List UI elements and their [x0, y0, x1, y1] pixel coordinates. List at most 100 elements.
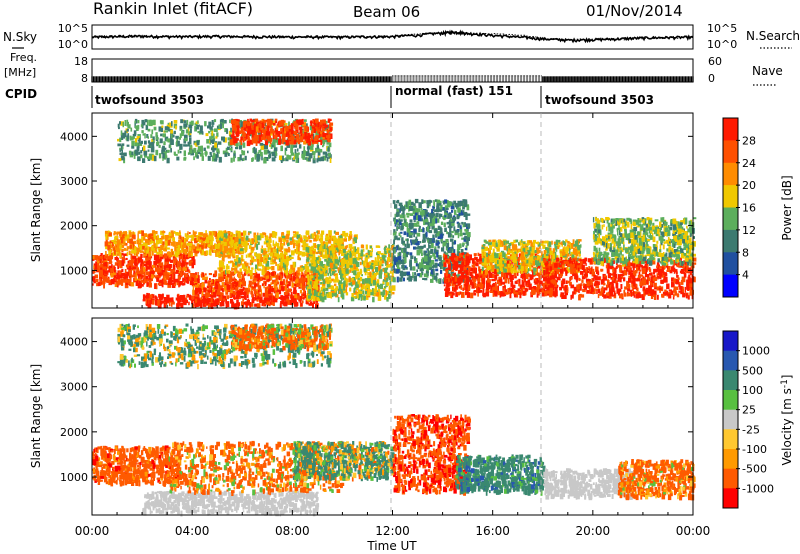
scatter-cell: [257, 235, 261, 241]
scatter-cell: [312, 266, 315, 272]
scatter-cell: [441, 247, 445, 252]
scatter-cell: [311, 245, 314, 251]
scatter-cell: [444, 212, 448, 216]
scatter-cell: [292, 266, 296, 273]
scatter-cell: [234, 281, 236, 285]
scatter-cell: [301, 251, 306, 257]
scatter-cell: [224, 230, 227, 234]
scatter-cell: [276, 248, 279, 254]
scatter-cell: [351, 293, 354, 298]
scatter-cell: [394, 213, 396, 219]
scatter-cell: [406, 251, 408, 254]
scatter-cell: [204, 273, 207, 276]
scatter-cell: [285, 298, 290, 303]
scatter-cell: [223, 239, 227, 244]
scatter-cell: [226, 288, 229, 292]
scatter-cell: [445, 252, 449, 255]
scatter-cell: [122, 248, 125, 251]
scatter-cell: [178, 267, 181, 271]
scatter-cell: [275, 261, 277, 266]
scatter-cell: [366, 252, 369, 255]
scatter-cell: [389, 270, 392, 274]
scatter-cell: [177, 263, 181, 268]
scatter-cell: [309, 301, 313, 305]
scatter-cell: [341, 241, 344, 247]
scatter-cell: [436, 207, 440, 213]
scatter-cell: [99, 256, 104, 259]
scatter-cell: [254, 239, 258, 246]
scatter-cell: [431, 218, 436, 224]
scatter-cell: [185, 244, 188, 248]
scatter-cell: [114, 266, 116, 273]
scatter-cell: [195, 287, 197, 293]
scatter-cell: [336, 273, 338, 277]
scatter-cell: [353, 241, 355, 245]
scatter-cell: [289, 269, 292, 274]
scatter-cell: [367, 251, 371, 256]
scatter-cell: [356, 257, 360, 261]
scatter-cell: [185, 280, 189, 283]
scatter-cell: [265, 270, 270, 277]
scatter-cell: [257, 282, 260, 287]
scatter-cell: [220, 254, 223, 257]
scatter-cell: [357, 253, 362, 259]
nsky-left-tick-low: 10^0: [58, 38, 88, 51]
scatter-cell: [384, 277, 386, 280]
scatter-cell: [310, 269, 313, 274]
scatter-cell: [437, 203, 440, 209]
scatter-cell: [242, 259, 245, 262]
scatter-cell: [459, 225, 462, 230]
scatter-cell: [427, 222, 430, 228]
scatter-cell: [451, 244, 454, 248]
scatter-cell: [216, 298, 220, 303]
scatter-cell: [300, 273, 304, 278]
scatter-cell: [173, 268, 176, 273]
scatter-cell: [329, 273, 332, 277]
scatter-cell: [140, 259, 144, 265]
scatter-cell: [316, 230, 320, 235]
scatter-cell: [464, 247, 468, 251]
scatter-cell: [108, 232, 112, 237]
scatter-cell: [406, 212, 410, 216]
scatter-cell: [257, 241, 260, 245]
scatter-cell: [220, 292, 224, 296]
scatter-cell: [120, 231, 123, 237]
scatter-cell: [251, 299, 255, 303]
scatter-cell: [220, 294, 223, 301]
scatter-cell: [463, 252, 467, 257]
scatter-cell: [396, 276, 399, 283]
scatter-cell: [102, 280, 106, 284]
scatter-cell: [251, 282, 255, 285]
scatter-cell: [143, 278, 147, 284]
scatter-cell: [216, 291, 220, 295]
scatter-cell: [216, 302, 220, 306]
scatter-cell: [172, 300, 174, 305]
scatter-cell: [244, 244, 248, 251]
scatter-cell: [275, 253, 279, 256]
scatter-cell: [116, 248, 120, 253]
scatter-cell: [377, 288, 381, 292]
scatter-cell: [242, 298, 245, 302]
scatter-cell: [353, 237, 357, 244]
scatter-cell: [403, 207, 406, 211]
scatter-cell: [426, 200, 430, 205]
scatter-cell: [404, 220, 407, 225]
scatter-cell: [252, 256, 255, 261]
scatter-cell: [144, 243, 148, 248]
scatter-cell: [232, 267, 236, 271]
scatter-cell: [259, 294, 262, 298]
scatter-cell: [462, 223, 465, 228]
scatter-cell: [179, 255, 182, 259]
scatter-cell: [207, 281, 210, 287]
scatter-cell: [268, 288, 272, 294]
scatter-cell: [152, 236, 155, 242]
scatter-cell: [286, 249, 291, 253]
scatter-cell: [362, 260, 366, 267]
scatter-cell: [236, 233, 238, 239]
scatter-cell: [341, 238, 344, 243]
scatter-cell: [171, 232, 174, 238]
scatter-cell: [246, 293, 249, 298]
scatter-cell: [350, 296, 355, 302]
scatter-cell: [168, 282, 172, 285]
scatter-cell: [244, 250, 246, 254]
